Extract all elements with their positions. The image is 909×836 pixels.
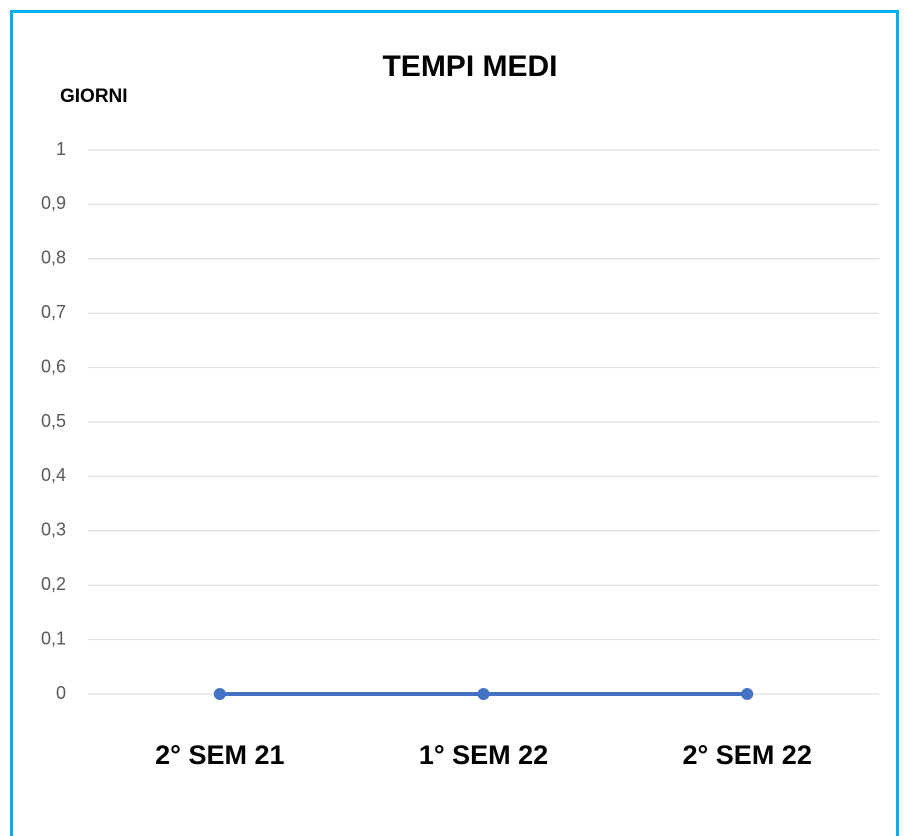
x-tick-label: 2° SEM 22 [682,740,811,770]
x-tick-label: 2° SEM 21 [155,740,284,770]
y-tick-label: 0 [56,683,66,703]
y-tick-label: 0,2 [41,574,66,594]
y-tick-label: 0,7 [41,302,66,322]
y-tick-label: 0,9 [41,193,66,213]
y-tick-label: 0,5 [41,411,66,431]
x-tick-label: 1° SEM 22 [419,740,548,770]
point [741,688,754,700]
y-tick-label: 1 [56,139,66,159]
y-axis-label: GIORNI [60,86,128,107]
y-tick-label: 0,4 [41,465,66,485]
point [477,688,490,700]
chart-title: TEMPI MEDI [382,50,557,83]
point [213,688,226,700]
y-tick-label: 0,8 [41,248,66,268]
frame [10,10,899,836]
y-tick-label: 0,1 [41,628,66,648]
y-tick-label: 0,3 [41,520,66,540]
y-tick-label: 0,6 [41,356,66,376]
